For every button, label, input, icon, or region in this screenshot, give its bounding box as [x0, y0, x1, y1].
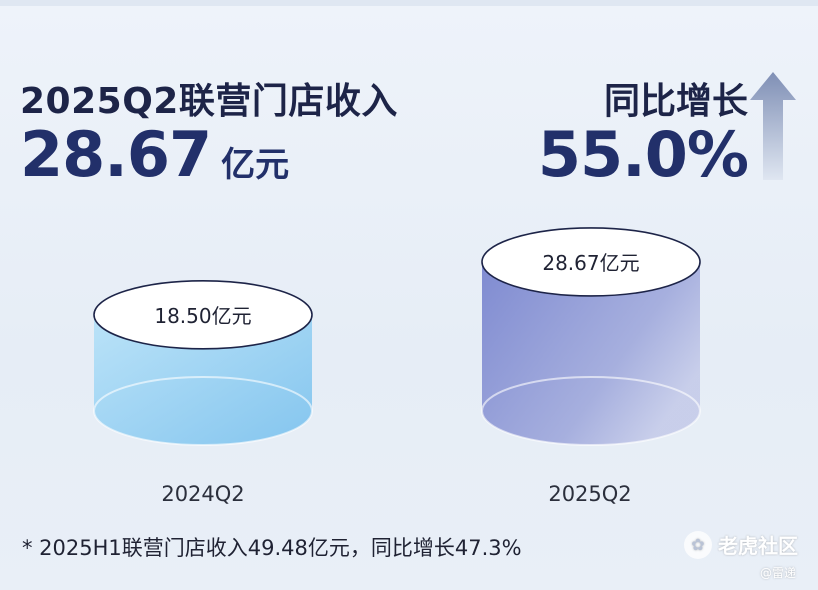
cylinder-body [482, 261, 700, 445]
cylinder-base [93, 376, 313, 446]
revenue-value: 28.67 亿元 [20, 118, 289, 191]
cylinder-top [93, 279, 313, 350]
growth-value: 55.0% [537, 118, 749, 191]
top-band [0, 0, 818, 6]
arrow-up-icon [750, 72, 796, 180]
cylinder-body [94, 314, 312, 445]
growth-label: 同比增长 [603, 81, 748, 122]
cylinder-bar: 28.67亿元 [481, 227, 701, 446]
watermark: ✿ 老虎社区 [684, 530, 798, 559]
revenue-unit: 亿元 [221, 145, 290, 185]
watermark-sub: @雷递 [760, 566, 797, 580]
category-label: 2025Q2 [548, 482, 632, 506]
tiger-logo-icon: ✿ [684, 530, 712, 559]
footnote: * 2025H1联营门店收入49.48亿元，同比增长47.3% [22, 536, 522, 560]
cylinder-base [481, 376, 701, 446]
cylinder-top [481, 227, 701, 297]
category-label: 2024Q2 [161, 482, 245, 506]
revenue-number: 28.67 [20, 118, 212, 191]
cylinder-bar: 18.50亿元 [93, 279, 313, 446]
page-title: 2025Q2联营门店收入 [20, 81, 398, 122]
data-label: 18.50亿元 [154, 304, 251, 328]
watermark-brand: 老虎社区 [718, 534, 798, 558]
data-label: 28.67亿元 [542, 251, 639, 275]
